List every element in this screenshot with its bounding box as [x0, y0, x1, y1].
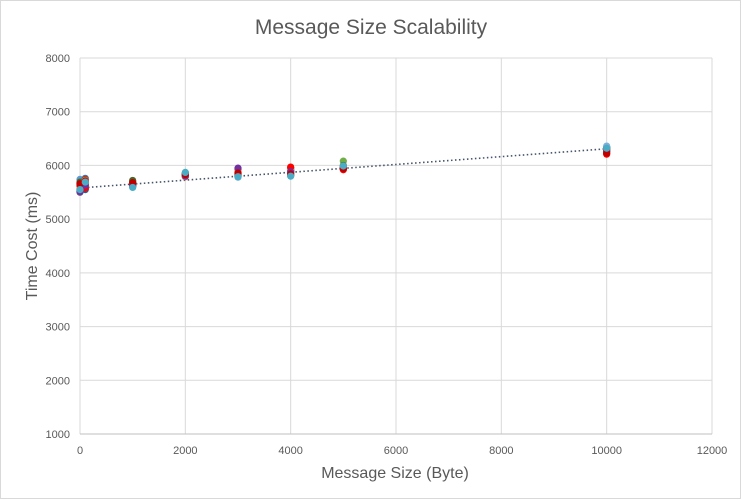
y-tick-label: 7000: [46, 107, 70, 119]
data-point: [129, 183, 137, 192]
x-axis-label: Message Size (Byte): [321, 465, 469, 482]
data-point: [81, 178, 89, 186]
y-tick-label: 4000: [46, 268, 70, 280]
data-point: [234, 173, 242, 181]
tick-labels: 1000 2000 3000 4000 5000 6000 7000 8000 0 2000 400…: [46, 53, 728, 457]
data-point: [76, 186, 84, 194]
x-tick-label: 6000: [384, 445, 408, 457]
x-tick-label: 10000: [591, 445, 622, 457]
y-tick-label: 8000: [46, 53, 70, 65]
data-point: [181, 168, 189, 177]
x-tick-label: 12000: [697, 445, 728, 457]
y-tick-label: 3000: [46, 322, 70, 334]
data-points: [76, 142, 611, 196]
x-tick-label: 2000: [173, 445, 197, 457]
x-tick-label: 4000: [278, 445, 302, 457]
y-tick-label: 5000: [46, 214, 70, 226]
grid-lines: [79, 57, 713, 435]
x-tick-label: 8000: [489, 445, 513, 457]
data-point: [603, 144, 611, 152]
data-point: [287, 172, 295, 180]
x-tick-label: 0: [77, 445, 83, 457]
chart-title: Message Size Scalability: [255, 16, 488, 39]
y-tick-label: 6000: [46, 160, 70, 172]
y-tick-label: 1000: [46, 429, 70, 441]
y-axis-label: Time Cost (ms): [24, 192, 41, 301]
y-tick-label: 2000: [46, 375, 70, 387]
data-point: [339, 162, 347, 170]
